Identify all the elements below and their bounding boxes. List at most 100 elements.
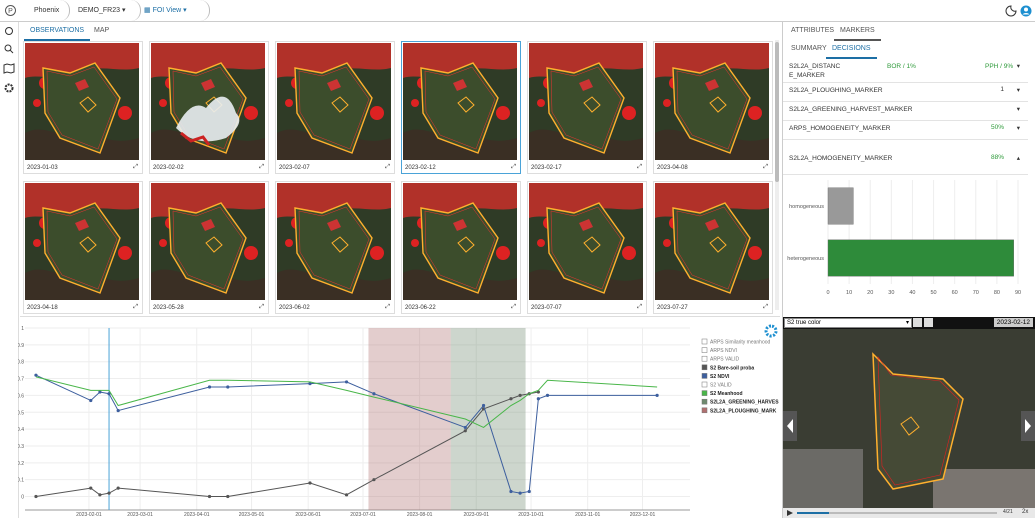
tab[interactable]: DECISIONS (826, 40, 877, 59)
timeseries-chart: 0 0.1 0.2 0.3 0.4 0.5 0.6 0.7 0.8 0.9 1 2023-02-01 2… (18, 324, 779, 518)
scrollbar[interactable] (775, 40, 779, 310)
observation-image (151, 183, 265, 300)
x-tick-label: 2023-10-01 (518, 512, 544, 518)
legend-checkbox[interactable] (701, 355, 708, 362)
expand-toggle[interactable]: ▾ (1016, 87, 1020, 94)
tab[interactable]: MAP (94, 27, 110, 34)
play-button[interactable] (786, 509, 794, 517)
data-point (536, 397, 540, 401)
expand-button[interactable]: ⤢ (385, 164, 390, 170)
data-point (116, 486, 120, 490)
tab[interactable]: ATTRIBUTES (791, 27, 835, 34)
observation-date: 2023-07-07 (531, 305, 562, 311)
expand-button[interactable]: ⤢ (511, 164, 516, 170)
observation-card[interactable]: 2023-02-17 ⤢ (527, 41, 647, 174)
settings-icon[interactable] (4, 83, 14, 93)
y-tick-label: 0.2 (18, 461, 24, 467)
homogeneity-chart: 0 10 20 30 40 50 60 70 80 90 homogeneous heterogene… (787, 180, 1021, 296)
observation-card[interactable]: 2023-02-02 ⤢ (149, 41, 269, 174)
legend-checkbox[interactable] (701, 338, 708, 345)
tab[interactable]: OBSERVATIONS (24, 22, 91, 41)
expand-button[interactable]: ⤢ (637, 304, 642, 310)
observation-image (403, 43, 517, 160)
legend-checkbox[interactable] (701, 381, 708, 388)
focus-icon[interactable] (5, 27, 13, 35)
image-viewer: S2 true color ▾ 2023-02-12 4/21 2x (783, 317, 1035, 518)
legend-checkbox[interactable] (701, 398, 708, 405)
legend-checkbox[interactable] (701, 364, 708, 371)
layer-select[interactable]: S2 true color ▾ (784, 318, 912, 328)
series-line (35, 374, 658, 494)
chart-settings[interactable] (764, 324, 778, 338)
expand-toggle[interactable]: ▾ (1016, 63, 1020, 70)
timeline[interactable] (797, 512, 997, 514)
expand-button[interactable]: ⤢ (133, 304, 138, 310)
view-select[interactable]: ▦ FOI View ▾ (134, 0, 210, 21)
legend-checkbox[interactable] (701, 347, 708, 353)
marker-row[interactable]: S2L2A_DISTANCE_MARKER BOR / 1% PPH / 9% ▾ (783, 58, 1028, 83)
user-avatar[interactable] (1020, 5, 1032, 17)
expand-button[interactable]: ⤢ (637, 164, 642, 170)
y-tick-label: 0.9 (18, 343, 24, 349)
tab[interactable]: SUMMARY (791, 45, 827, 52)
marker-row[interactable]: S2L2A_PLOUGHING_MARKER 1 ▾ (783, 82, 1028, 102)
x-tick-label: 70 (973, 290, 979, 296)
marker-row[interactable]: ARPS_HOMOGENEITY_MARKER 50% ▾ (783, 120, 1028, 140)
legend-checkbox[interactable] (701, 390, 708, 396)
x-tick-label: 2023-09-01 (463, 512, 489, 518)
marker-row[interactable]: S2L2A_GREENING_HARVEST_MARKER ▾ (783, 101, 1028, 121)
observation-card[interactable]: 2023-02-07 ⤢ (275, 41, 395, 174)
data-point (509, 397, 513, 401)
data-point (655, 393, 659, 398)
expand-button[interactable]: ⤢ (763, 304, 768, 310)
search-icon[interactable] (4, 44, 12, 52)
observation-card[interactable]: 2023-07-07 ⤢ (527, 181, 647, 314)
data-point (308, 382, 312, 386)
marker-name: ARPS_HOMOGENEITY_MARKER (789, 125, 891, 132)
observation-card[interactable]: 2023-01-03 ⤢ (23, 41, 143, 174)
data-point (89, 486, 93, 490)
legend-label: ARPS Similarity meanhood (710, 340, 771, 346)
y-tick-label: 0.7 (18, 377, 24, 383)
observation-card[interactable]: 2023-04-08 ⤢ (653, 41, 773, 174)
expand-toggle[interactable]: ▾ (1016, 125, 1020, 132)
expand-button[interactable]: ⤢ (259, 304, 264, 310)
expand-button[interactable]: ⤢ (259, 164, 264, 170)
x-tick-label: 2023-06-01 (295, 512, 321, 518)
project-select[interactable]: DEMO_FR23 ▾ (68, 0, 141, 21)
theme-toggle[interactable] (1005, 5, 1017, 17)
view: FOI View (152, 7, 182, 14)
visibility-button[interactable] (913, 318, 922, 327)
tab[interactable]: MARKERS (834, 22, 881, 41)
expand-toggle[interactable]: ▾ (1016, 106, 1020, 113)
bar (827, 187, 854, 225)
expand-button[interactable]: ⤢ (511, 304, 516, 310)
observation-card[interactable]: 2023-05-28 ⤢ (149, 181, 269, 314)
observation-card[interactable]: 2023-07-27 ⤢ (653, 181, 773, 314)
expand-button[interactable]: ⤢ (385, 304, 390, 310)
legend-checkbox[interactable] (701, 407, 708, 414)
y-tick-label: 0.5 (18, 410, 24, 416)
observation-card[interactable]: 2023-06-02 ⤢ (275, 181, 395, 314)
map-icon[interactable] (3, 63, 15, 74)
y-tick-label: 0.3 (18, 444, 24, 450)
marker-value: 88% (990, 154, 1004, 161)
legend-label: ARPS NDVI (710, 348, 737, 354)
expand-button[interactable]: ⤢ (133, 164, 138, 170)
x-tick-label: 2023-02-01 (76, 512, 102, 518)
observation-card[interactable]: 2023-04-18 ⤢ (23, 181, 143, 314)
x-tick-label: 90 (1015, 290, 1021, 296)
marker-row[interactable]: S2L2A_HOMOGENEITY_MARKER 88% ▴ (783, 140, 1028, 175)
app-name[interactable]: Phoenix (24, 0, 71, 21)
observation-card[interactable]: 2023-06-22 ⤢ (401, 181, 521, 314)
x-tick-label: 50 (930, 290, 936, 296)
zoom-level[interactable]: 2x (1022, 509, 1029, 515)
y-tick-label: 0.4 (18, 427, 24, 433)
legend-checkbox[interactable] (701, 373, 708, 379)
y-tick-label: 0.1 (18, 478, 24, 484)
observation-card[interactable]: 2023-02-12 ⤢ (401, 41, 521, 174)
download-button[interactable] (924, 318, 933, 327)
expand-button[interactable]: ⤢ (763, 164, 768, 170)
expand-toggle[interactable]: ▴ (1016, 155, 1020, 162)
observation-image (655, 43, 769, 160)
